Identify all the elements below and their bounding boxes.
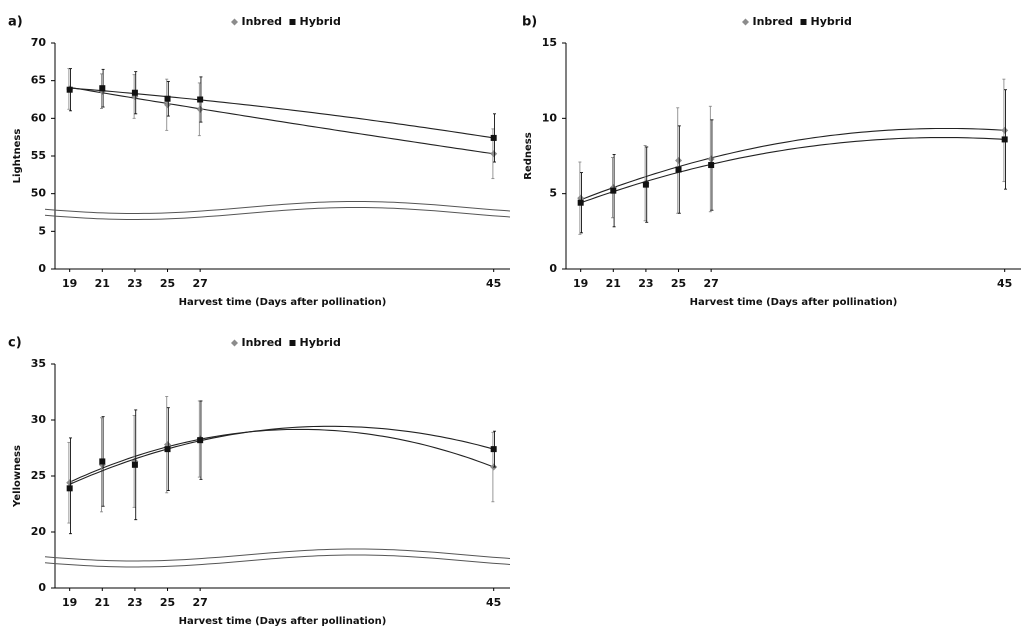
data-point <box>490 150 498 158</box>
x-tick-label: 27 <box>192 596 207 609</box>
legend-label: Hybrid <box>300 336 341 349</box>
data-point <box>66 485 73 492</box>
data-point <box>708 162 715 169</box>
panel-label: b) <box>522 15 537 30</box>
y-tick-label: 55 <box>31 149 46 162</box>
legend-label: Hybrid <box>300 15 341 28</box>
x-tick-label: 23 <box>638 277 653 290</box>
data-point <box>99 458 106 465</box>
y-tick-label: 60 <box>31 111 47 124</box>
data-point <box>707 155 715 163</box>
y-axis-label: Yellowness <box>12 445 23 508</box>
x-tick-label: 23 <box>127 596 142 609</box>
x-tick-label: 19 <box>573 277 588 290</box>
y-tick-label: 25 <box>31 469 46 482</box>
panel-label: c) <box>8 336 22 351</box>
data-point <box>66 479 74 487</box>
data-point <box>196 105 204 113</box>
x-tick-label: 45 <box>486 596 501 609</box>
x-tick-label: 23 <box>127 277 142 290</box>
y-axis-label: Redness <box>523 132 534 179</box>
x-tick-label: 45 <box>997 277 1012 290</box>
data-point <box>197 437 204 444</box>
axis-break <box>44 554 511 568</box>
data-point <box>1001 136 1008 143</box>
data-point <box>66 86 73 93</box>
axis-break <box>44 201 511 214</box>
y-tick-label: 5 <box>38 224 46 237</box>
data-point <box>164 95 171 102</box>
x-axis-label: Harvest time (Days after pollination) <box>690 297 898 308</box>
axis-break <box>44 548 511 562</box>
data-point <box>610 187 617 194</box>
y-tick-label: 5 <box>549 187 557 200</box>
x-axis-label: Harvest time (Days after pollination) <box>179 297 387 308</box>
chart-panel: c) 0 20 25 30 35 19 21 23 25 27 45 Harvest time (Day… <box>8 336 511 627</box>
y-tick-label: 50 <box>31 187 47 200</box>
y-tick-label: 10 <box>542 111 558 124</box>
trend-line <box>580 137 1005 204</box>
data-point <box>131 461 138 468</box>
data-point <box>577 199 584 206</box>
legend-label: Inbred <box>242 336 283 349</box>
y-tick-label: 20 <box>31 525 47 538</box>
x-tick-label: 25 <box>160 596 175 609</box>
trend-line <box>580 127 1005 201</box>
legend-marker <box>742 18 749 26</box>
data-point <box>642 181 649 188</box>
x-tick-label: 19 <box>62 277 77 290</box>
trend-line <box>69 87 494 139</box>
x-tick-label: 25 <box>160 277 175 290</box>
x-tick-label: 21 <box>95 596 110 609</box>
trend-line <box>69 428 494 483</box>
legend-marker <box>289 19 296 25</box>
x-tick-label: 27 <box>703 277 718 290</box>
y-axis-label: Lightness <box>12 129 23 184</box>
y-tick-label: 0 <box>549 262 557 275</box>
x-tick-label: 19 <box>62 596 77 609</box>
x-tick-label: 25 <box>671 277 686 290</box>
chart-panel: b) 0 5 10 15 19 21 23 25 27 45 Harvest time (Days a… <box>522 15 1021 308</box>
data-point <box>490 134 497 141</box>
legend-marker <box>231 339 238 347</box>
y-tick-label: 65 <box>31 74 46 87</box>
data-point <box>675 166 682 173</box>
x-axis-label: Harvest time (Days after pollination) <box>179 616 387 627</box>
y-tick-label: 70 <box>31 36 47 49</box>
axis-break <box>44 207 511 220</box>
data-point <box>490 446 497 453</box>
y-tick-label: 15 <box>542 36 557 49</box>
x-tick-label: 21 <box>95 277 110 290</box>
data-point <box>1001 126 1009 134</box>
y-tick-label: 30 <box>31 413 47 426</box>
data-point <box>131 89 138 96</box>
legend-label: Inbred <box>753 15 794 28</box>
data-point <box>164 101 172 109</box>
legend-marker <box>289 340 296 346</box>
x-tick-label: 21 <box>606 277 621 290</box>
y-tick-label: 0 <box>38 581 46 594</box>
chart-panel: a) 0 5 50 55 60 65 70 19 21 23 25 27 45 Harvest time (… <box>8 15 511 308</box>
data-point <box>164 446 171 453</box>
legend-label: Hybrid <box>811 15 852 28</box>
y-tick-label: 35 <box>31 357 46 370</box>
panel-label: a) <box>8 15 23 30</box>
data-point <box>675 157 683 165</box>
legend-label: Inbred <box>242 15 283 28</box>
x-tick-label: 45 <box>486 277 501 290</box>
data-point <box>197 96 204 103</box>
legend-marker <box>800 19 807 25</box>
y-tick-label: 0 <box>38 262 46 275</box>
data-point <box>99 85 106 92</box>
trend-line <box>69 425 494 485</box>
x-tick-label: 27 <box>192 277 207 290</box>
legend-marker <box>231 18 238 26</box>
trend-line <box>69 86 494 155</box>
